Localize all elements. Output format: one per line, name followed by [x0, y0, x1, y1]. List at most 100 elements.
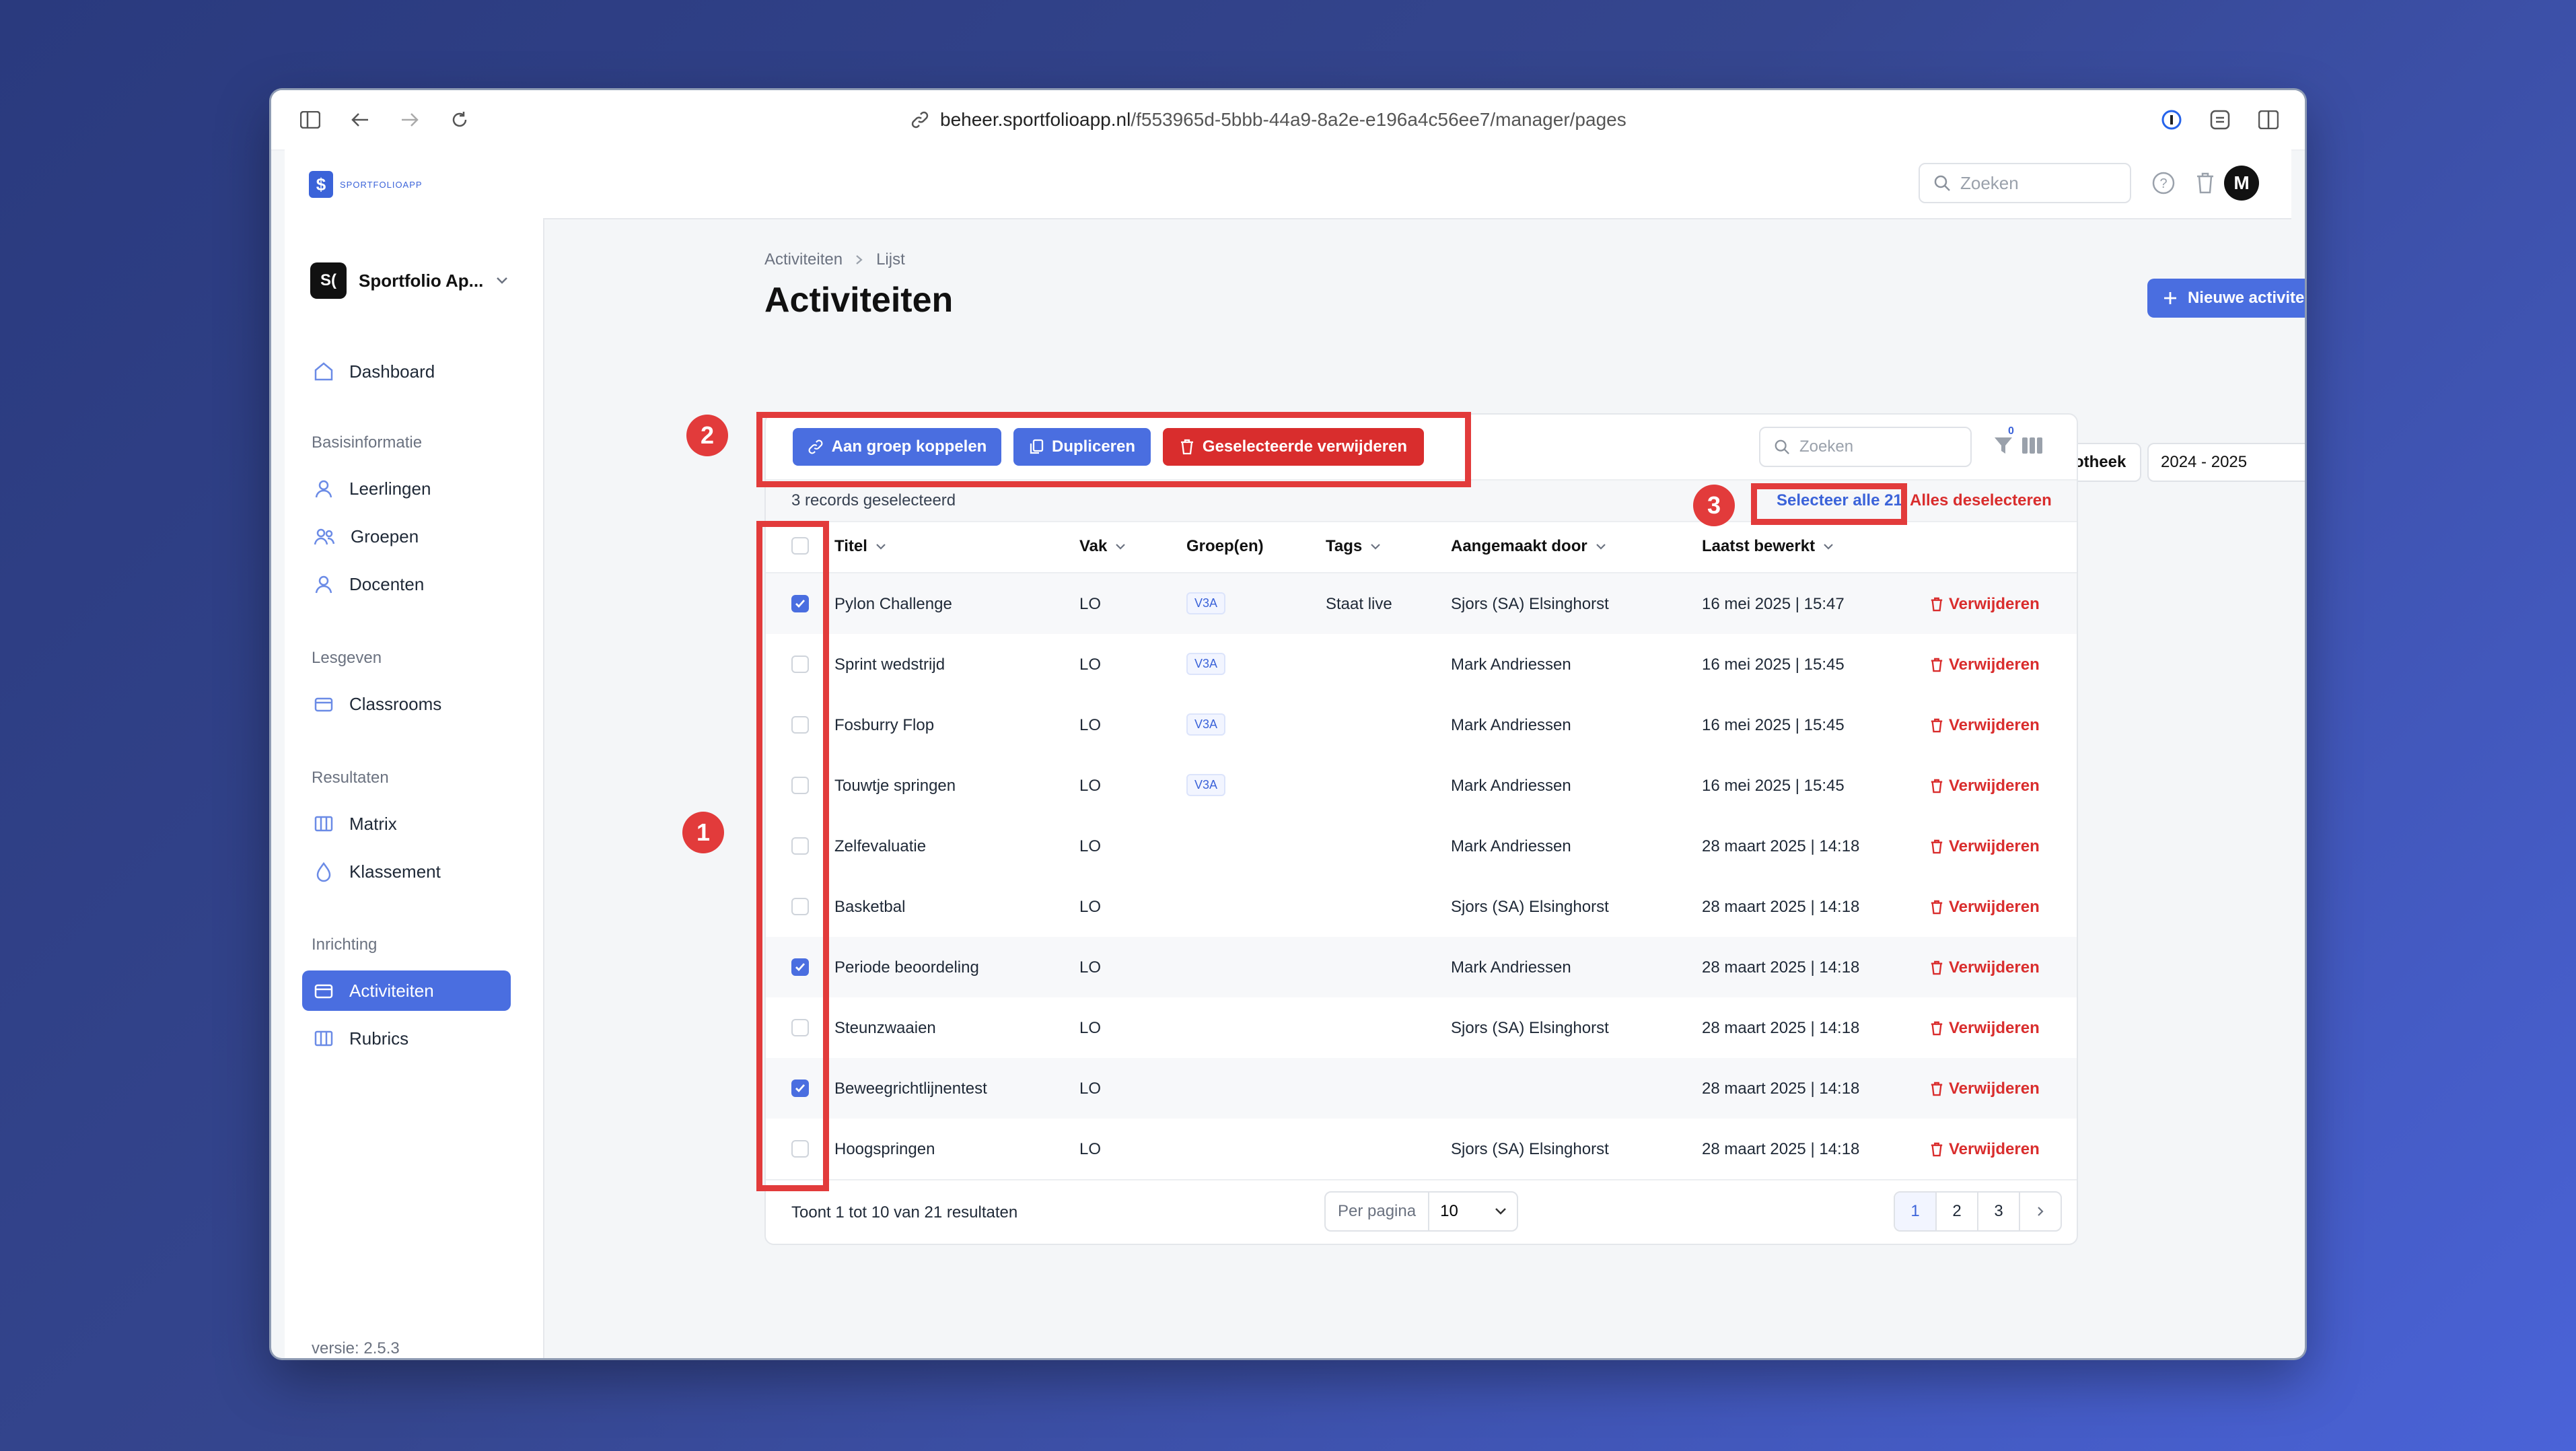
sidebar-item-groepen[interactable]: Groepen — [302, 516, 511, 557]
delete-row-button[interactable]: Verwijderen — [1930, 1140, 2040, 1159]
cell-title[interactable]: Hoogspringen — [834, 1140, 935, 1158]
table-row[interactable]: Hoogspringen LO Sjors (SA) Elsinghorst 28 m… — [766, 1119, 2077, 1180]
page-button-2[interactable]: 2 — [1937, 1193, 1978, 1230]
breadcrumb-activiteiten[interactable]: Activiteiten — [764, 250, 843, 269]
next-page-button[interactable] — [2020, 1193, 2061, 1230]
sidebar-item-docenten[interactable]: Docenten — [302, 564, 511, 604]
cell-title[interactable]: Fosburry Flop — [834, 716, 935, 734]
sidebar-item-dashboard[interactable]: Dashboard — [302, 351, 511, 392]
delete-row-button[interactable]: Verwijderen — [1930, 898, 2040, 917]
page-title: Activiteiten — [764, 281, 954, 320]
chevron-down-icon — [1371, 544, 1381, 550]
cell-title[interactable]: Sprint wedstrijd — [834, 656, 945, 674]
cell-last-edited: 16 mei 2025 | 15:47 — [1702, 595, 1845, 613]
table-row[interactable]: Periode beoordeling LO Mark Andriessen 28 m… — [766, 937, 2077, 999]
cell-title[interactable]: Pylon Challenge — [834, 595, 952, 613]
filter-icon — [1995, 437, 2012, 454]
row-checkbox[interactable] — [791, 777, 809, 794]
row-checkbox[interactable] — [791, 656, 809, 673]
copy-icon — [1030, 439, 1044, 454]
row-checkbox[interactable] — [791, 898, 809, 915]
back-icon[interactable] — [344, 104, 376, 136]
help-icon[interactable]: ? — [2150, 170, 2177, 197]
new-activity-label: Nieuwe activiteit — [2187, 289, 2305, 307]
column-header-titel[interactable]: Titel — [834, 537, 886, 556]
new-activity-button[interactable]: Nieuwe activiteit — [2147, 279, 2305, 318]
row-checkbox[interactable] — [791, 1080, 809, 1097]
table-row[interactable]: Zelfevaluatie LO Mark Andriessen 28 maart 2… — [766, 816, 2077, 878]
sidebar-item-activiteiten[interactable]: Activiteiten — [302, 970, 511, 1011]
sidebar-item-leerlingen[interactable]: Leerlingen — [302, 468, 511, 509]
table-row[interactable]: Beweegrichtlijnentest LO 28 maart 2025 | 1… — [766, 1058, 2077, 1120]
column-header-tags[interactable]: Tags — [1326, 537, 1381, 556]
column-header-aangemaakt-door[interactable]: Aangemaakt door — [1451, 537, 1606, 556]
delete-row-button[interactable]: Verwijderen — [1930, 716, 2040, 735]
cell-author: Mark Andriessen — [1451, 837, 1571, 855]
duplicate-button[interactable]: Dupliceren — [1013, 428, 1151, 466]
table-row[interactable]: Sprint wedstrijd LO V3A Mark Andriessen 16 m… — [766, 634, 2077, 696]
cell-author: Mark Andriessen — [1451, 716, 1571, 734]
column-header-label: Laatst bewerkt — [1702, 537, 1816, 555]
highlight-bulk-actions — [756, 412, 1471, 487]
table-row[interactable]: Touwtje springen LO V3A Mark Andriessen 16 m… — [766, 755, 2077, 817]
page-button-1[interactable]: 1 — [1895, 1193, 1937, 1230]
row-checkbox[interactable] — [791, 837, 809, 855]
per-page-select[interactable]: Per pagina 10 — [1324, 1191, 1518, 1232]
global-search-input[interactable]: Zoeken — [1919, 163, 2131, 203]
row-checkbox[interactable] — [791, 958, 809, 976]
delete-row-button[interactable]: Verwijderen — [1930, 837, 2040, 856]
annotation-marker-2: 2 — [686, 415, 728, 456]
password-manager-icon[interactable] — [2155, 104, 2188, 136]
cell-tags: Staat live — [1326, 595, 1392, 613]
extension-icon[interactable] — [2204, 104, 2236, 136]
delete-row-button[interactable]: Verwijderen — [1930, 1080, 2040, 1098]
delete-selected-button[interactable]: Geselecteerde verwijderen — [1163, 428, 1424, 466]
row-checkbox[interactable] — [791, 595, 809, 612]
delete-row-button[interactable]: Verwijderen — [1930, 595, 2040, 614]
sidebar-toggle-icon[interactable] — [294, 104, 326, 136]
address-bar[interactable]: beheer.sportfolioapp.nl/f553965d-5bbb-44… — [910, 105, 1626, 135]
avatar[interactable]: M — [2224, 166, 2259, 201]
cell-title[interactable]: Beweegrichtlijnentest — [834, 1080, 987, 1098]
row-checkbox[interactable] — [791, 1019, 809, 1036]
table-row[interactable]: Pylon Challenge LO V3A Staat live Sjors (SA)… — [766, 573, 2077, 635]
page-button-3[interactable]: 3 — [1978, 1193, 2020, 1230]
cell-title[interactable]: Basketbal — [834, 898, 906, 916]
year-select[interactable]: 2024 - 2025 — [2147, 443, 2305, 482]
reload-icon[interactable] — [443, 104, 476, 136]
forward-icon[interactable] — [394, 104, 426, 136]
attach-group-button[interactable]: Aan groep koppelen — [793, 428, 1001, 466]
cell-author: Sjors (SA) Elsinghorst — [1451, 1019, 1609, 1037]
table-search-input[interactable]: Zoeken — [1759, 427, 1972, 467]
delete-row-button[interactable]: Verwijderen — [1930, 777, 2040, 795]
cell-title[interactable]: Steunzwaaien — [834, 1019, 936, 1037]
deselect-all-link[interactable]: Alles deselecteren — [1910, 491, 2052, 509]
columns-button[interactable] — [2022, 436, 2043, 458]
trash-icon[interactable] — [2192, 170, 2219, 197]
column-header-vak[interactable]: Vak — [1079, 537, 1126, 556]
sidebar-item-label: Docenten — [349, 573, 425, 594]
row-checkbox[interactable] — [791, 1140, 809, 1158]
sidebar-item-matrix[interactable]: Matrix — [302, 804, 511, 844]
logo[interactable]: $ SPORTFOLIOAPP — [309, 171, 423, 198]
group-badge: V3A — [1186, 653, 1226, 675]
cell-title[interactable]: Periode beoordeling — [834, 958, 979, 977]
table-row[interactable]: Basketbal LO Sjors (SA) Elsinghorst 28 maar… — [766, 876, 2077, 938]
column-header-laatst-bewerkt[interactable]: Laatst bewerkt — [1702, 537, 1834, 556]
sidebar-item-classrooms[interactable]: Classrooms — [302, 684, 511, 724]
split-view-icon[interactable] — [2252, 104, 2285, 136]
organization-switcher[interactable]: S( Sportfolio Ap... — [310, 262, 509, 299]
row-checkbox[interactable] — [791, 716, 809, 734]
sidebar-item-rubrics[interactable]: Rubrics — [302, 1018, 511, 1059]
table-row[interactable]: Steunzwaaien LO Sjors (SA) Elsinghorst 28 m… — [766, 997, 2077, 1059]
delete-row-button[interactable]: Verwijderen — [1930, 958, 2040, 977]
delete-row-button[interactable]: Verwijderen — [1930, 1019, 2040, 1038]
cell-title[interactable]: Touwtje springen — [834, 777, 956, 795]
filter-button[interactable]: 0 — [1993, 425, 2014, 460]
select-all-checkbox[interactable] — [791, 537, 809, 555]
select-all-link[interactable]: Selecteer alle 21 — [1777, 491, 1902, 509]
delete-row-button[interactable]: Verwijderen — [1930, 656, 2040, 674]
cell-title[interactable]: Zelfevaluatie — [834, 837, 927, 855]
table-row[interactable]: Fosburry Flop LO V3A Mark Andriessen 16 mei … — [766, 695, 2077, 756]
sidebar-item-klassement[interactable]: Klassement — [302, 851, 511, 892]
